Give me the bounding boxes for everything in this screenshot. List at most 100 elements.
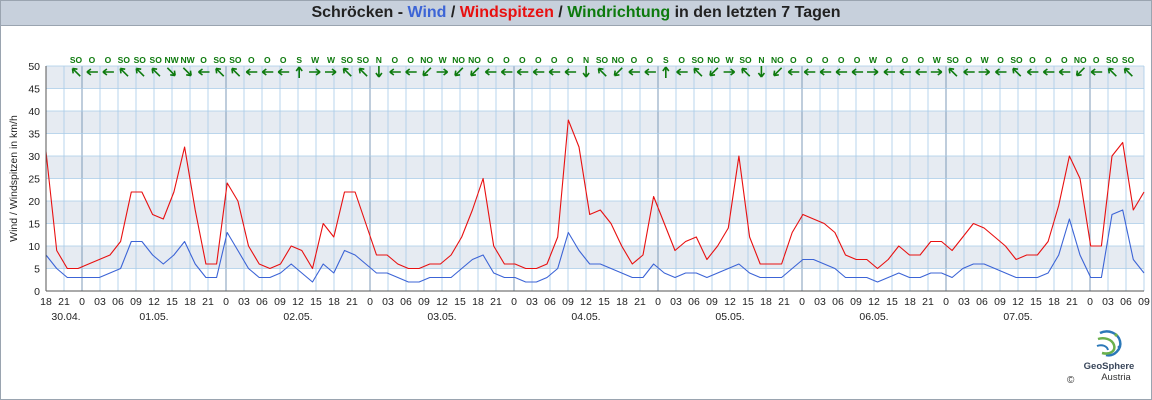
arrow-icon (582, 66, 590, 78)
y-tick-label: 10 (28, 241, 40, 253)
wind-direction-label: O (535, 55, 542, 65)
wind-direction-label: SO (1106, 55, 1119, 65)
x-tick-label: 12 (868, 296, 880, 308)
wind-direction-label: NO (420, 55, 433, 65)
wind-direction-label: NO (468, 55, 481, 65)
wind-direction-arrow (1012, 67, 1022, 77)
x-tick-label: 12 (148, 296, 160, 308)
x-tick-label: 18 (40, 296, 52, 308)
wind-direction-label: O (519, 55, 526, 65)
x-tick-label: 21 (490, 296, 502, 308)
geosphere-logo: GeoSphere Austria (1067, 327, 1151, 387)
wind-direction-arrow (1075, 67, 1086, 77)
wind-direction-arrow (215, 67, 225, 77)
wind-direction-arrow (342, 67, 352, 77)
date-label: 03.05. (427, 311, 456, 323)
arrow-icon (644, 68, 656, 76)
wind-direction-arrow (819, 68, 832, 76)
wind-direction-label: SO (229, 55, 242, 65)
wind-direction-label: SO (357, 55, 370, 65)
wind-direction-arrow (644, 68, 656, 76)
x-tick-label: 18 (616, 296, 628, 308)
arrow-icon (548, 68, 561, 76)
x-tick-label: 12 (1012, 296, 1024, 308)
arrow-icon (963, 68, 975, 76)
wind-direction-arrow (867, 68, 879, 76)
arrow-icon (277, 68, 290, 76)
wind-direction-arrow (119, 67, 129, 77)
wind-direction-arrow (676, 68, 688, 76)
wind-direction-label: O (487, 55, 494, 65)
x-tick-label: 06 (976, 296, 988, 308)
wind-direction-arrow (628, 68, 640, 76)
wind-direction-label: SO (1122, 55, 1135, 65)
wind-direction-label: W (726, 55, 735, 65)
wind-direction-label: O (902, 55, 909, 65)
wind-direction-label: W (311, 55, 320, 65)
x-tick-label: 0 (511, 296, 517, 308)
y-tick-label: 15 (28, 219, 40, 231)
arrow-icon (676, 68, 688, 76)
arrow-icon (1107, 67, 1117, 77)
x-tick-label: 06 (832, 296, 844, 308)
x-tick-label: 0 (367, 296, 373, 308)
grid-band (46, 66, 1144, 89)
wind-direction-arrow (532, 68, 545, 76)
title-separator: - (393, 4, 408, 21)
x-tick-label: 0 (943, 296, 949, 308)
copyright: © (1067, 375, 1075, 386)
x-tick-label: 09 (706, 296, 718, 308)
arrow-icon (358, 67, 368, 77)
x-tick-label: 09 (1138, 296, 1150, 308)
date-labels: 30.04. 01.05. 02.05. 03.05. 04.05. 05.05. 06.0… (51, 311, 1032, 323)
x-tick-label: 15 (166, 296, 178, 308)
arrow-icon (102, 68, 114, 76)
grid-band (46, 246, 1144, 269)
x-tick-label: 03 (670, 296, 682, 308)
wind-direction-arrow (484, 68, 497, 76)
wind-direction-label: O (965, 55, 972, 65)
arrow-icon (915, 68, 927, 76)
wind-direction-arrow (405, 68, 417, 76)
wind-direction-arrow (102, 68, 114, 76)
arrow-icon (86, 68, 98, 76)
wind-direction-arrow (709, 67, 719, 77)
wind-direction-arrow (470, 67, 480, 77)
title-separator: / (446, 4, 460, 21)
wind-direction-label: O (806, 55, 813, 65)
x-tick-label: 03 (1102, 296, 1114, 308)
arrow-icon (1123, 67, 1133, 77)
x-tick-label: 03 (526, 296, 538, 308)
arrow-icon (1090, 68, 1103, 76)
arrow-icon (835, 68, 848, 76)
arrow-icon (851, 68, 864, 76)
wind-direction-arrow (978, 68, 991, 76)
axes (45, 66, 1144, 292)
background-bands (46, 66, 1144, 269)
wind-direction-arrow (693, 67, 703, 77)
series-line-wind (45, 209, 1145, 283)
wind-direction-row: SO O O SO SO SO NW NW O SO SO O O O S W W SO SO N O O NO W NO NO O… (70, 55, 1135, 78)
arrow-icon (662, 66, 670, 78)
logo-line2: Austria (1101, 372, 1131, 383)
x-tick-label: 03 (238, 296, 250, 308)
arrow-icon (295, 66, 303, 78)
y-tick-label: 25 (28, 174, 40, 186)
arrow-icon (231, 67, 241, 77)
arrow-icon (899, 68, 911, 76)
wind-direction-arrow (851, 68, 864, 76)
title-direction: Windrichtung (567, 4, 671, 21)
x-tick-label: 21 (346, 296, 358, 308)
x-tick-label: 03 (958, 296, 970, 308)
arrow-icon (803, 68, 816, 76)
wind-direction-label: O (280, 55, 287, 65)
x-tick-label: 21 (1066, 296, 1078, 308)
wind-direction-label: SO (596, 55, 609, 65)
x-tick-label: 03 (382, 296, 394, 308)
wind-direction-arrow (436, 68, 449, 76)
x-tick-label: 18 (184, 296, 196, 308)
arrow-icon (135, 67, 145, 77)
wind-direction-arrow (741, 67, 751, 77)
x-tick-label: 09 (130, 296, 142, 308)
